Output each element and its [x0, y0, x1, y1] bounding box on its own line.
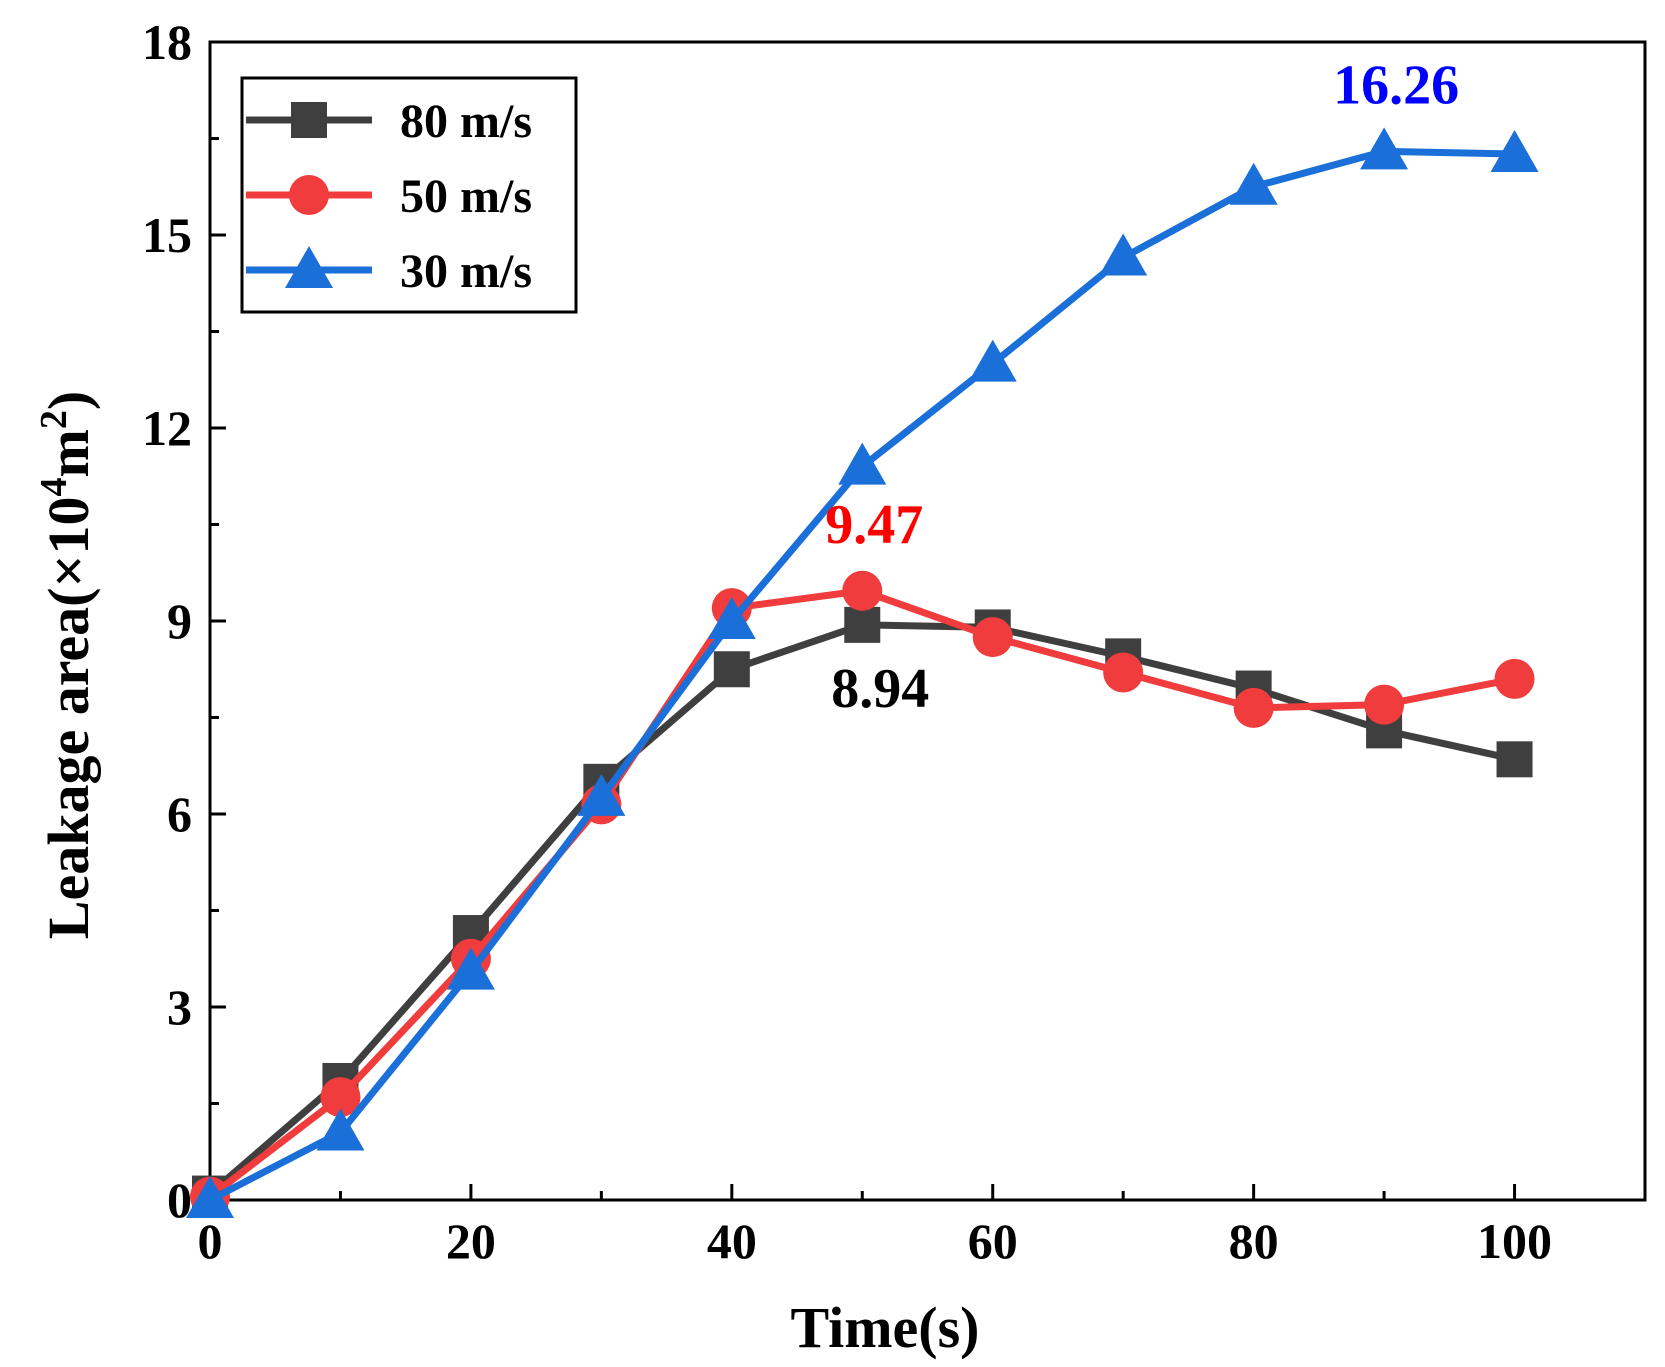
- y-tick-label: 12: [142, 400, 192, 456]
- legend-entry: 30 m/s: [246, 245, 532, 298]
- data-point: [842, 570, 883, 611]
- data-point: [320, 1077, 361, 1118]
- x-tick-label: 0: [198, 1213, 223, 1269]
- data-point: [186, 1176, 234, 1218]
- x-tick-label: 60: [968, 1213, 1018, 1269]
- data-point: [1233, 687, 1274, 728]
- data-label: 16.26: [1333, 54, 1459, 116]
- data-point: [1103, 652, 1144, 693]
- y-axis-title: Leakage area(×104m2): [33, 391, 101, 939]
- y-tick-label: 18: [142, 14, 192, 70]
- legend-marker: [285, 246, 333, 288]
- data-point: [1496, 741, 1533, 778]
- data-point: [707, 597, 756, 639]
- x-tick-label: 40: [707, 1213, 757, 1269]
- legend-marker: [291, 102, 327, 138]
- data-point: [1099, 233, 1148, 276]
- data-point: [968, 339, 1017, 382]
- y-tick-label: 0: [167, 1172, 192, 1228]
- legend-label: 30 m/s: [400, 245, 532, 298]
- data-point: [446, 947, 495, 990]
- data-point: [1229, 162, 1278, 205]
- y-tick-label: 6: [167, 786, 192, 842]
- y-tick-label: 3: [167, 979, 192, 1035]
- data-point: [713, 651, 750, 688]
- axes: 0 20 40 60 80 100 0 3 6 9 12 15 18: [142, 14, 1647, 1269]
- data-point: [844, 606, 881, 643]
- legend: 80 m/s 50 m/s 30 m/s: [240, 76, 578, 314]
- x-tick-label: 20: [446, 1213, 496, 1269]
- data-point: [972, 617, 1013, 658]
- data-point: [577, 773, 626, 816]
- legend-label: 50 m/s: [400, 170, 532, 223]
- x-axis-title: Time(s): [790, 1295, 979, 1360]
- y-tick-label: 9: [167, 593, 192, 649]
- x-tick-label: 80: [1229, 1213, 1279, 1269]
- data-point: [1494, 658, 1535, 699]
- data-point: [316, 1108, 365, 1151]
- data-label: 9.47: [825, 494, 923, 556]
- legend-entry: 80 m/s: [246, 95, 532, 148]
- y-tick-label: 15: [142, 207, 192, 263]
- data-point: [838, 442, 887, 485]
- x-tick-label: 100: [1477, 1213, 1552, 1269]
- legend-marker: [289, 175, 329, 215]
- series-layer: [186, 127, 1539, 1218]
- series-2: [186, 127, 1539, 1218]
- annotations: 8.94 9.47 16.26: [825, 54, 1459, 719]
- legend-label: 80 m/s: [400, 95, 532, 148]
- data-label: 8.94: [831, 658, 929, 720]
- legend-entry: 50 m/s: [246, 170, 532, 223]
- data-point: [1360, 127, 1409, 170]
- data-point: [1364, 684, 1405, 725]
- data-point: [1490, 129, 1539, 172]
